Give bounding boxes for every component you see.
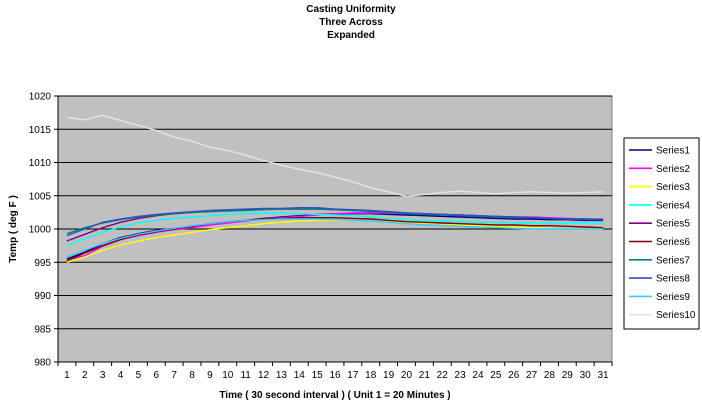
x-tick-label: 11 (240, 370, 251, 381)
x-tick-label: 19 (383, 370, 395, 381)
x-tick-label: 5 (136, 370, 142, 381)
x-tick-label: 24 (472, 370, 484, 381)
chart-title-line-3: Expanded (327, 30, 375, 41)
x-tick-label: 14 (294, 370, 306, 381)
series-line-series4 (66, 212, 604, 247)
legend-label: Series8 (656, 274, 690, 285)
x-axis-title: Time ( 30 second interval ) ( Unit 1 = 2… (219, 390, 450, 401)
x-tick-label: 10 (222, 370, 234, 381)
legend-label: Series7 (656, 255, 690, 266)
y-axis-title: Temp ( deg F ) (8, 195, 19, 263)
legend-label: Series3 (656, 182, 690, 193)
x-tick-label: 4 (118, 370, 124, 381)
x-tick-label: 2 (82, 370, 88, 381)
x-tick-label: 23 (455, 370, 467, 381)
x-tick-label: 1 (64, 370, 70, 381)
legend-label: Series2 (656, 164, 690, 175)
x-tick-label: 8 (189, 370, 195, 381)
y-tick-label: 980 (34, 358, 51, 369)
y-tick-label: 985 (34, 324, 51, 335)
x-tick-label: 18 (365, 370, 377, 381)
x-tick-label: 25 (490, 370, 502, 381)
x-tick-label: 16 (329, 370, 341, 381)
legend-label: Series1 (656, 146, 690, 157)
x-tick-label: 6 (154, 370, 160, 381)
legend-label: Series5 (656, 219, 690, 230)
x-tick-label: 28 (544, 370, 556, 381)
legend-label: Series4 (656, 200, 690, 211)
x-tick-label: 13 (276, 370, 288, 381)
series-line-series8 (66, 206, 604, 237)
chart-title-line-1: Casting Uniformity (306, 4, 396, 15)
x-tick-label: 7 (171, 370, 177, 381)
y-tick-label: 1015 (29, 125, 52, 136)
x-tick-label: 9 (207, 370, 213, 381)
x-tick-label: 26 (508, 370, 520, 381)
legend: Series1 Series2 Series3 Series4 Series5 Serie… (623, 137, 700, 330)
x-tick-label: 20 (401, 370, 413, 381)
y-tick-label: 1005 (29, 191, 52, 202)
x-tick-label: 31 (598, 370, 610, 381)
legend-label: Series9 (656, 292, 690, 303)
axes (57, 96, 613, 366)
chart-title-line-2: Three Across (319, 17, 383, 28)
legend-label: Series6 (656, 237, 690, 248)
y-tick-label: 1010 (29, 158, 52, 169)
x-tick-label: 21 (419, 370, 431, 381)
y-tick-label: 1020 (29, 92, 52, 103)
x-tick-label: 30 (580, 370, 592, 381)
legend-label: Series10 (656, 310, 696, 321)
y-tick-label: 995 (34, 258, 51, 269)
x-tick-label: 27 (526, 370, 538, 381)
series-lines (66, 114, 604, 263)
x-tick-label: 3 (100, 370, 106, 381)
x-tick-label: 12 (258, 370, 270, 381)
x-tick-label: 15 (312, 370, 324, 381)
series-line-series10 (66, 114, 604, 198)
y-tick-label: 990 (34, 291, 51, 302)
x-tick-label: 22 (437, 370, 449, 381)
y-tick-label: 1000 (29, 225, 52, 236)
x-tick-label: 17 (347, 370, 359, 381)
series-line-series9 (66, 218, 604, 258)
x-tick-label: 29 (562, 370, 574, 381)
